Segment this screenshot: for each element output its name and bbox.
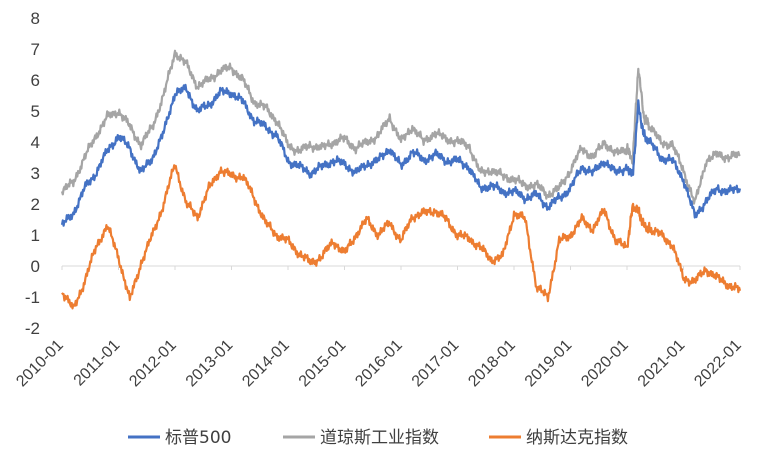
x-tick-label: 2020-01 bbox=[578, 337, 632, 391]
x-tick-label: 2014-01 bbox=[239, 337, 293, 391]
x-tick-label: 2013-01 bbox=[183, 337, 237, 391]
y-tick-label: 5 bbox=[31, 102, 40, 121]
legend: 标普500 道琼斯工业指数 纳斯达克指数 bbox=[128, 428, 628, 448]
y-tick-label: 4 bbox=[31, 133, 40, 152]
x-tick-label: 2012-01 bbox=[126, 337, 180, 391]
y-tick-label: 2 bbox=[31, 195, 40, 214]
series-line-sp500 bbox=[60, 83, 742, 227]
x-tick-label: 2019-01 bbox=[522, 337, 576, 391]
x-tick-label: 2018-01 bbox=[465, 337, 519, 391]
x-tick-label: 2015-01 bbox=[296, 337, 350, 391]
x-tick-label: 2017-01 bbox=[409, 337, 463, 391]
y-tick-label: 1 bbox=[31, 226, 40, 245]
y-axis-ticks: 8 7 6 5 4 3 2 1 0 -1 -2 bbox=[25, 9, 40, 338]
series-layer bbox=[60, 49, 742, 310]
x-tick-label: 2011-01 bbox=[71, 337, 124, 390]
y-tick-label: 7 bbox=[31, 40, 40, 59]
y-tick-label: 3 bbox=[31, 164, 40, 183]
y-tick-label: 8 bbox=[31, 9, 40, 28]
series-line-dow bbox=[60, 49, 741, 205]
y-tick-label: 6 bbox=[31, 71, 40, 90]
y-tick-label: -2 bbox=[25, 319, 40, 338]
x-tick-label: 2016-01 bbox=[352, 337, 406, 391]
x-tick-label: 2010-01 bbox=[13, 337, 67, 391]
legend-label-dow: 道琼斯工业指数 bbox=[320, 428, 439, 448]
x-tick-label: 2021-01 bbox=[635, 337, 689, 391]
legend-item-nasdaq[interactable]: 纳斯达克指数 bbox=[489, 428, 628, 448]
legend-item-dow[interactable]: 道琼斯工业指数 bbox=[283, 428, 439, 448]
series-line-nasdaq bbox=[61, 164, 742, 310]
legend-label-sp500: 标普500 bbox=[165, 428, 231, 448]
y-tick-label: -1 bbox=[25, 288, 40, 307]
y-tick-label: 0 bbox=[31, 257, 40, 276]
x-tick-label: 2022-01 bbox=[691, 337, 745, 391]
legend-label-nasdaq: 纳斯达克指数 bbox=[526, 428, 628, 448]
x-axis-ticks: 2010-01 2011-01 2012-01 2013-01 2014-01 2015-… bbox=[13, 266, 745, 390]
legend-item-sp500[interactable]: 标普500 bbox=[128, 428, 231, 448]
